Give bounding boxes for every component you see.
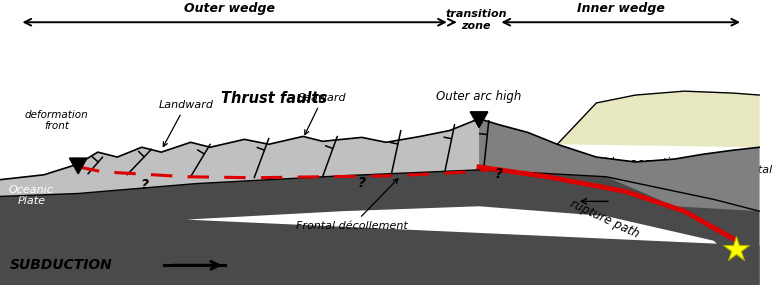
Text: Inner wedge: Inner wedge xyxy=(577,2,664,15)
Polygon shape xyxy=(470,112,488,128)
Text: deformation: deformation xyxy=(25,110,89,120)
Polygon shape xyxy=(557,91,760,147)
Polygon shape xyxy=(0,119,479,196)
Polygon shape xyxy=(0,211,760,285)
Text: Landward: Landward xyxy=(159,100,213,146)
Text: SUBDUCTION: SUBDUCTION xyxy=(10,258,113,272)
Text: Plate: Plate xyxy=(17,196,45,206)
Text: ?: ? xyxy=(141,178,148,192)
Text: rupture path: rupture path xyxy=(567,198,641,241)
Polygon shape xyxy=(69,158,87,174)
Text: Oceanic: Oceanic xyxy=(9,185,54,195)
Text: zone: zone xyxy=(462,21,491,31)
Text: Outer arc high: Outer arc high xyxy=(437,90,521,103)
Text: transition: transition xyxy=(445,9,507,19)
Polygon shape xyxy=(479,119,760,211)
Text: older accretionary: older accretionary xyxy=(596,157,704,170)
Text: front: front xyxy=(44,121,69,131)
Text: Seaward: Seaward xyxy=(298,93,347,135)
Text: Continental: Continental xyxy=(709,165,773,175)
Text: Thrust faults: Thrust faults xyxy=(221,91,327,105)
Text: Outer wedge: Outer wedge xyxy=(184,2,275,15)
Text: shelf forearc basin: shelf forearc basin xyxy=(610,111,720,124)
Text: ?: ? xyxy=(357,176,366,190)
Text: rocks: rocks xyxy=(634,170,666,183)
Polygon shape xyxy=(0,170,760,285)
Text: Frontal décollement: Frontal décollement xyxy=(296,179,408,231)
Text: ?: ? xyxy=(495,167,503,181)
Text: Plate: Plate xyxy=(727,177,755,187)
